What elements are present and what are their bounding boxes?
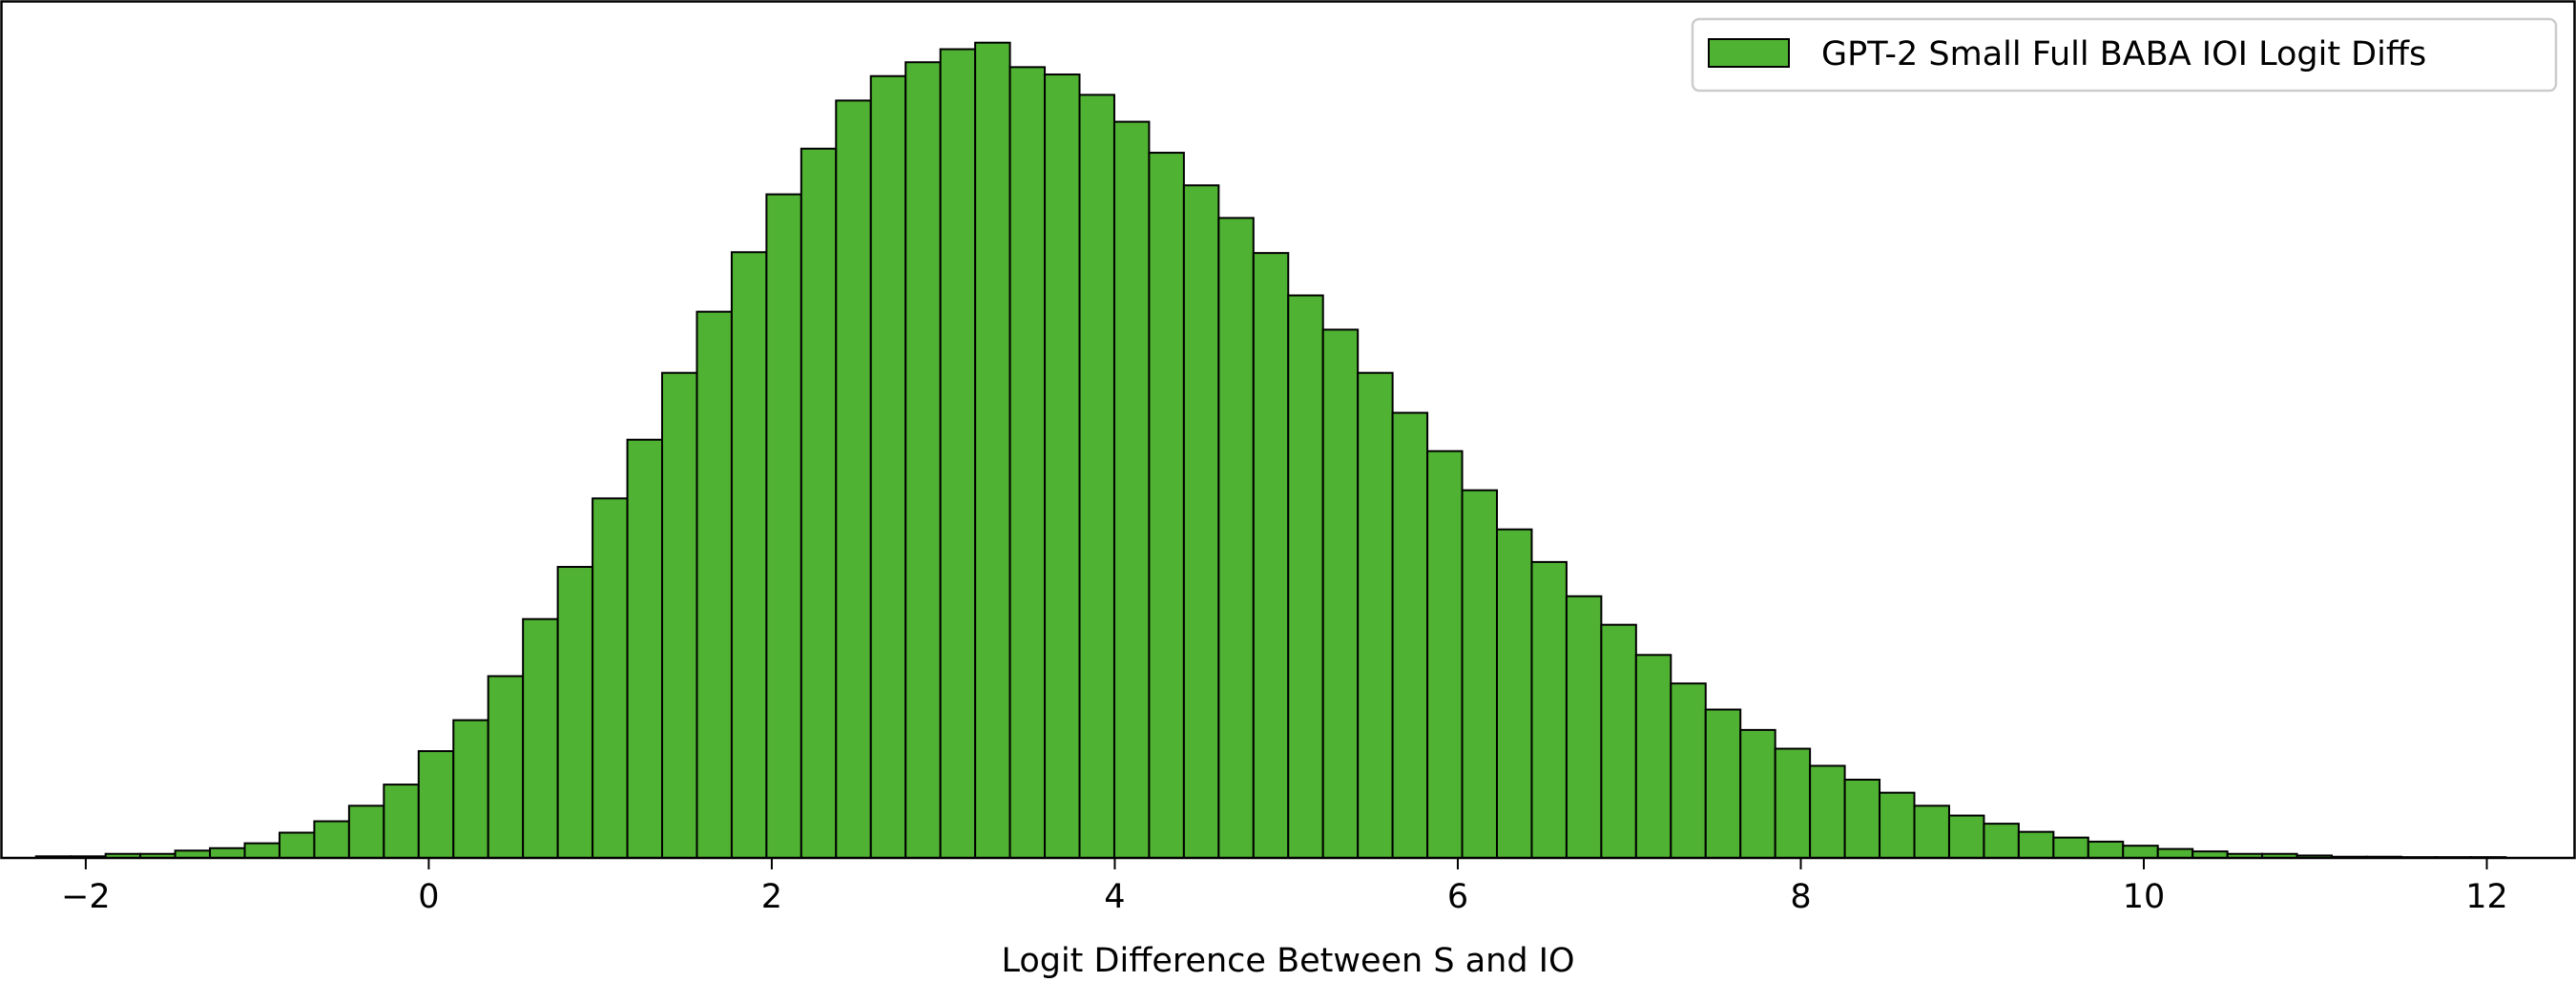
histogram-bar — [1843, 778, 1881, 860]
histogram-bar — [2052, 836, 2089, 860]
histogram-bar — [696, 310, 733, 859]
histogram-bar — [1670, 682, 1707, 859]
histogram-bar — [2156, 847, 2194, 859]
histogram-bar — [2017, 830, 2055, 859]
histogram-bar — [452, 719, 489, 860]
histogram-bar — [1704, 708, 1742, 860]
histogram-bar — [1947, 814, 1985, 860]
histogram-bars — [34, 41, 2507, 860]
legend: GPT-2 Small Full BABA IOI Logit Diffs — [1691, 17, 2558, 93]
histogram-bar — [1391, 411, 1429, 859]
histogram-bar — [1530, 560, 1568, 859]
histogram-bar — [1044, 73, 1081, 859]
histogram-bar — [1774, 747, 1812, 859]
histogram-bar — [1983, 823, 2020, 859]
histogram-bar — [1913, 804, 1950, 860]
histogram-bar — [1182, 184, 1220, 859]
histogram-bar — [347, 804, 385, 860]
histogram-bar — [1112, 120, 1151, 859]
x-axis-ticks: −2 0 2 4 6 8 10 12 — [61, 858, 2508, 916]
histogram-bar — [1634, 654, 1672, 859]
histogram-bar — [1357, 371, 1394, 859]
histogram-bar — [1008, 66, 1047, 860]
histogram-bar — [1426, 449, 1464, 859]
histogram-bar — [1078, 94, 1115, 860]
histogram-bar — [626, 438, 664, 859]
histogram-bar — [417, 750, 455, 859]
histogram-bar — [835, 99, 872, 859]
x-tick-label: 4 — [1104, 878, 1125, 916]
histogram-bar — [1461, 489, 1499, 860]
histogram-bar — [592, 497, 629, 859]
histogram-bar — [2087, 840, 2125, 860]
histogram-bar — [556, 566, 594, 860]
histogram-bar — [1496, 528, 1533, 859]
x-tick-label: 6 — [1447, 878, 1468, 916]
histogram-bar — [1287, 294, 1324, 859]
histogram-bar — [2122, 845, 2159, 860]
histogram-bar — [209, 846, 246, 860]
histogram-bar — [487, 675, 525, 859]
histogram-bar — [1321, 328, 1360, 859]
histogram-bar — [1739, 728, 1776, 859]
histogram-bar — [243, 842, 280, 860]
histogram-bar — [1565, 595, 1603, 859]
histogram-bar — [313, 820, 350, 859]
x-tick-label: 12 — [2465, 878, 2508, 916]
x-axis-label: Logit Difference Between S and IO — [1001, 942, 1574, 980]
histogram-bar — [1148, 152, 1185, 860]
histogram-bar — [765, 193, 802, 859]
histogram-bar — [939, 48, 977, 859]
axes-frame — [0, 0, 2576, 860]
histogram-bar — [1879, 791, 1916, 860]
legend-box — [1691, 17, 2558, 93]
x-tick-label: 8 — [1790, 878, 1811, 916]
histogram-bar — [383, 784, 420, 859]
x-tick-label: 10 — [2123, 878, 2166, 916]
histogram-bar — [869, 74, 907, 860]
histogram-bar — [730, 251, 768, 860]
histogram-bar — [800, 147, 838, 859]
histogram-bar — [522, 617, 559, 859]
histogram-bar — [661, 371, 698, 859]
x-tick-label: 0 — [418, 878, 439, 916]
histogram-bar — [1217, 217, 1255, 859]
legend-label: GPT-2 Small Full BABA IOI Logit Diffs — [1821, 35, 2426, 73]
legend-swatch — [1708, 38, 1790, 68]
histogram-bar — [974, 41, 1011, 859]
histogram-bar — [278, 831, 316, 860]
x-tick-label: −2 — [61, 878, 111, 916]
histogram-bar — [904, 61, 942, 859]
histogram-bar — [1809, 764, 1846, 859]
histogram-bar — [1600, 623, 1637, 859]
histogram-bar — [1252, 252, 1290, 859]
x-tick-label: 2 — [761, 878, 782, 916]
